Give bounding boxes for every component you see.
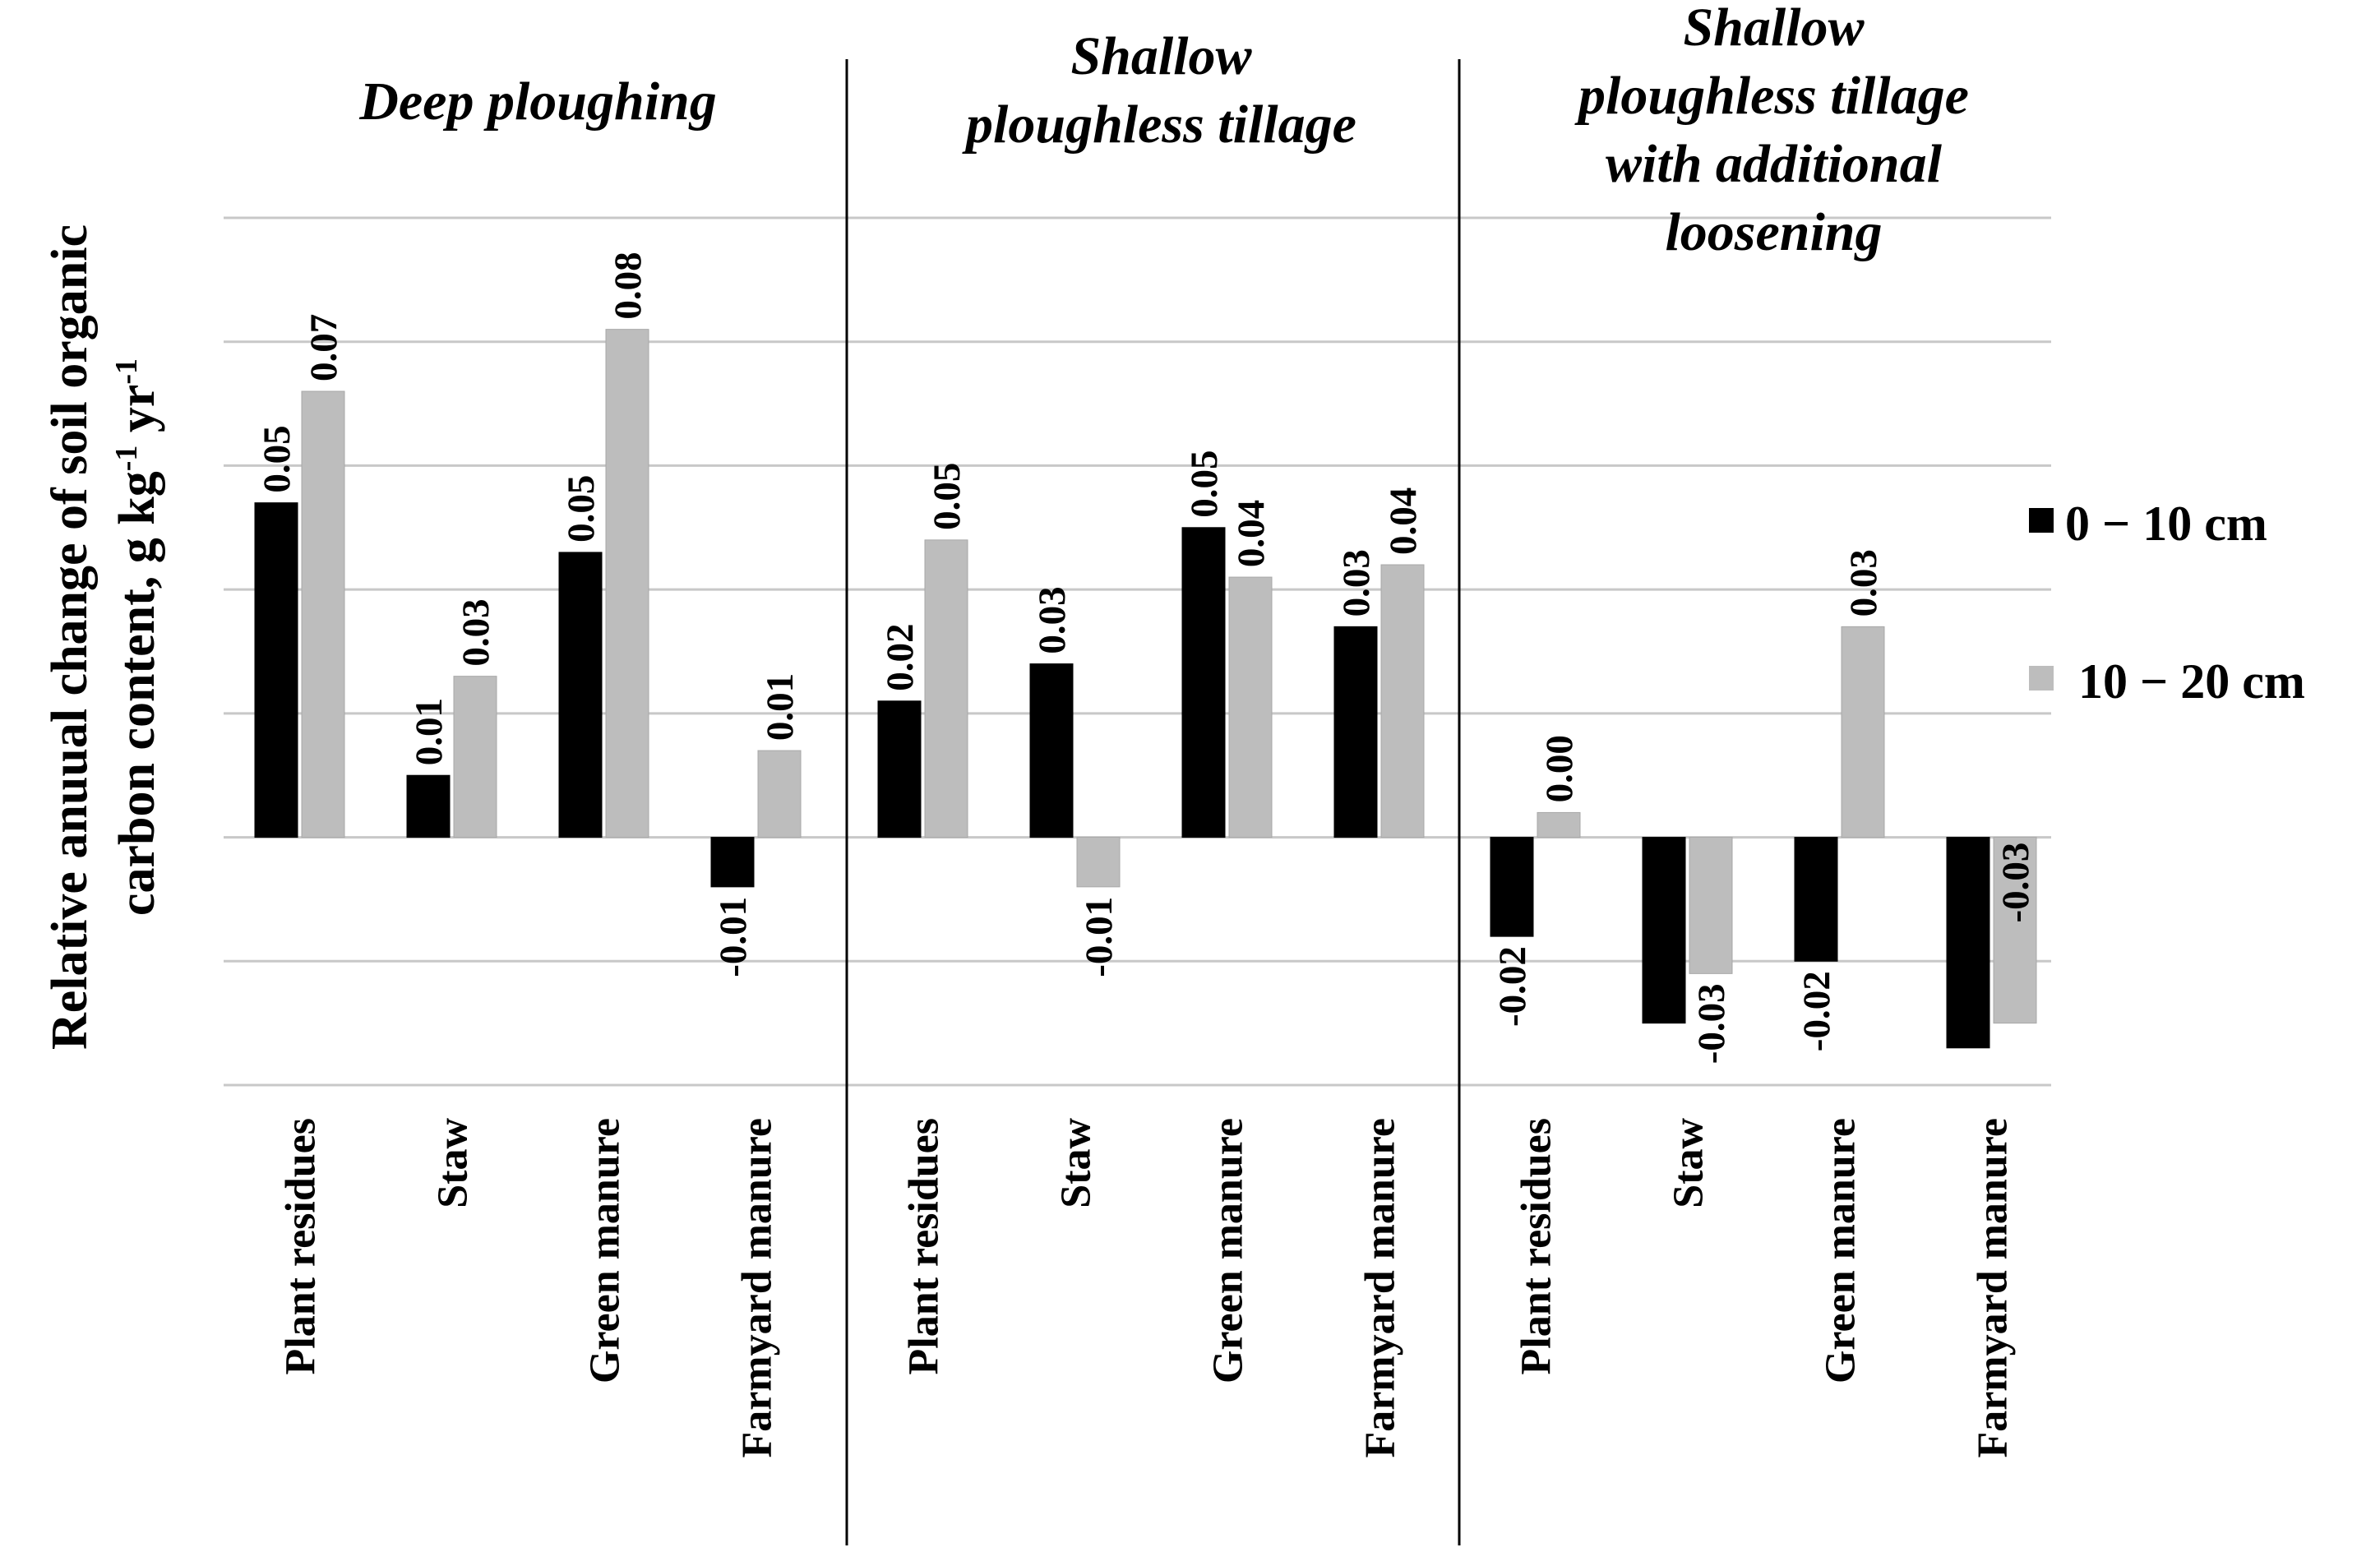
value-label: 0.03 [1031,586,1074,654]
bar-0-10cm [1794,837,1838,962]
value-label: 0.02 [879,624,922,691]
panel-title-line: ploughless tillage [962,95,1356,155]
category-label: Staw [1053,1118,1100,1208]
value-label: 0.05 [1183,450,1226,518]
legend-label-0-10cm: 0 − 10 cm [2065,497,2267,551]
bar-10-20cm [605,329,649,838]
bar-0-10cm [710,837,755,888]
value-label: 0.00 [1538,735,1581,802]
category-label: Green manure [582,1118,629,1383]
y-axis-label-line2: carbon content, g kg-1 yr-1 [109,358,165,916]
bar-0-10cm [877,700,922,838]
category-label: Staw [1666,1118,1712,1208]
category-label: Staw [430,1118,477,1208]
value-label: -0.03 [1948,843,1990,923]
value-label: 0.03 [1335,549,1378,617]
value-label: -0.03 [1690,983,1733,1064]
bar-0-10cm [558,552,603,838]
bar-10-20cm [1841,626,1885,838]
bars [254,329,2037,1049]
bar-0-10cm [1946,837,1990,1049]
panel-titles: Deep ploughing Shallow ploughless tillage S… [358,0,1969,262]
y-axis-label-line1: Relative anuual change of soil organic [42,224,98,1050]
value-label: 0.03 [1842,549,1885,617]
bar-0-10cm [1333,626,1378,838]
bar-10-20cm [757,750,802,838]
bar-0-10cm [1029,663,1074,838]
legend-swatch-0-10cm [2029,508,2054,533]
value-label: 0.05 [560,475,603,543]
value-label: -0.02 [1491,946,1534,1027]
value-label: 0.04 [1382,487,1425,555]
y-axis-label-main: carbon content, g kg [109,471,165,916]
bar-10-20cm [924,539,968,838]
panel-title-line: loosening [1665,202,1882,262]
panel-separators [845,59,1461,1545]
panel-title-line: Shallow [1683,0,1865,58]
category-labels: Plant residues Staw Green manure Farmyard m… [278,1118,2017,1458]
gridlines [224,216,2051,1087]
legend-swatch-10-20cm [2029,666,2054,691]
bar-0-10cm [1642,837,1686,1024]
bar-10-20cm [1076,837,1121,888]
bar-0-10cm [406,774,451,838]
category-label: Plant residues [278,1118,325,1375]
y-axis-label: Relative anuual change of soil organic c… [42,224,165,1050]
value-label: -0.03 [1994,843,2037,923]
category-label: Plant residues [901,1118,948,1375]
value-label: 0.04 [1230,500,1273,567]
value-label: 0.01 [759,673,802,741]
panel-title-line: ploughless tillage [1574,66,1969,126]
value-label: -0.01 [712,897,755,977]
value-labels: 0.050.070.010.030.050.08-0.010.010.020.0… [256,252,2037,1064]
value-label: 0.05 [926,463,968,530]
value-label: 0.01 [408,698,451,765]
bar-10-20cm [301,390,345,838]
y-axis-label-exp1: -1 [109,446,144,472]
bar-10-20cm [1537,811,1581,838]
y-axis-label-exp2: -1 [109,358,144,385]
category-label: Farmyard manure [734,1118,781,1458]
category-label: Green manure [1818,1118,1865,1383]
panel-title-line: with additional [1606,134,1943,194]
category-label: Green manure [1205,1118,1252,1383]
bar-10-20cm [1228,576,1273,838]
bar-0-10cm [254,502,298,838]
category-label: Plant residues [1513,1118,1560,1375]
value-label: 0.08 [607,252,649,319]
value-label: -0.03 [1643,843,1686,923]
legend-label-10-20cm: 10 − 20 cm [2078,654,2305,709]
category-label: Farmyard manure [1970,1118,2017,1458]
category-label: Farmyard manure [1357,1118,1404,1458]
value-label: -0.02 [1795,971,1838,1051]
value-label: 0.03 [455,598,497,666]
panel-title-line: Deep ploughing [358,72,717,132]
value-label: 0.07 [303,314,345,381]
y-axis-label-mid: yr [109,385,165,446]
bar-0-10cm [1490,837,1534,937]
bar-10-20cm [1380,564,1425,838]
value-label: 0.05 [256,425,298,492]
bar-10-20cm [453,676,497,838]
panel-title-line: Shallow [1070,26,1252,86]
bar-10-20cm [1993,837,2037,1024]
bar-0-10cm [1181,527,1226,838]
value-label: -0.01 [1078,897,1121,977]
legend: 0 − 10 cm 10 − 20 cm [2029,497,2305,709]
bar-10-20cm [1689,837,1733,974]
